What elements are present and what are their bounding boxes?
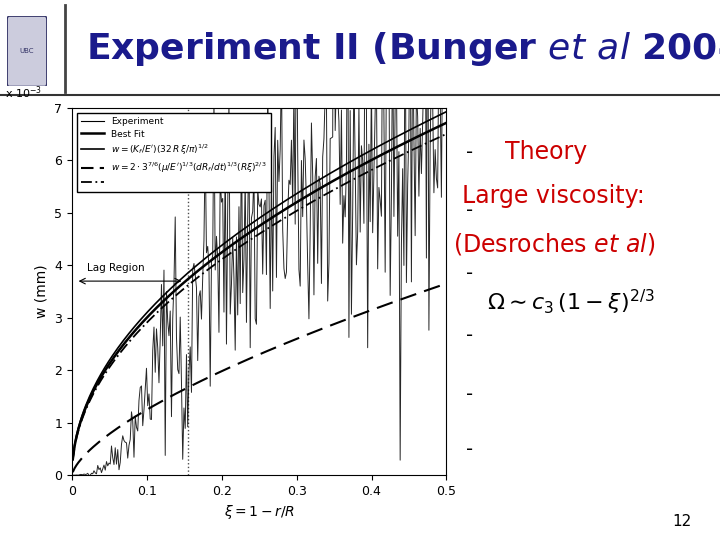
FancyBboxPatch shape (7, 16, 47, 86)
Y-axis label: w (mm): w (mm) (35, 265, 49, 319)
Text: UBC: UBC (19, 48, 35, 55)
Text: Theory: Theory (505, 140, 588, 164)
Text: -: - (466, 326, 473, 345)
X-axis label: $\xi = 1 - r/R$: $\xi = 1 - r/R$ (224, 503, 294, 522)
Text: x 10$^{-3}$: x 10$^{-3}$ (4, 84, 42, 100)
Text: Large viscosity:: Large viscosity: (462, 184, 645, 208)
Text: 12: 12 (672, 514, 691, 529)
Text: -: - (466, 440, 473, 459)
Text: -: - (466, 201, 473, 220)
Text: $\Omega \sim c_3\,(1-\xi)^{2/3}$: $\Omega \sim c_3\,(1-\xi)^{2/3}$ (487, 288, 655, 317)
Text: -: - (466, 264, 473, 283)
Legend: Experiment, Best Fit, $w = (K_f/E')(32\,R\,\xi/\pi)^{1/2}$, $w = 2\cdot3^{7/6}(\: Experiment, Best Fit, $w = (K_f/E')(32\,… (76, 112, 271, 192)
Text: (Desroches $\it{et}$ $\it{al}$): (Desroches $\it{et}$ $\it{al}$) (453, 231, 655, 257)
Text: -: - (466, 385, 473, 404)
Text: -: - (466, 143, 473, 161)
Text: Lag Region: Lag Region (87, 263, 145, 273)
Text: Experiment II (Bunger $\it{et}$ $\it{al}$ 2004): Experiment II (Bunger $\it{et}$ $\it{al}… (86, 30, 720, 68)
